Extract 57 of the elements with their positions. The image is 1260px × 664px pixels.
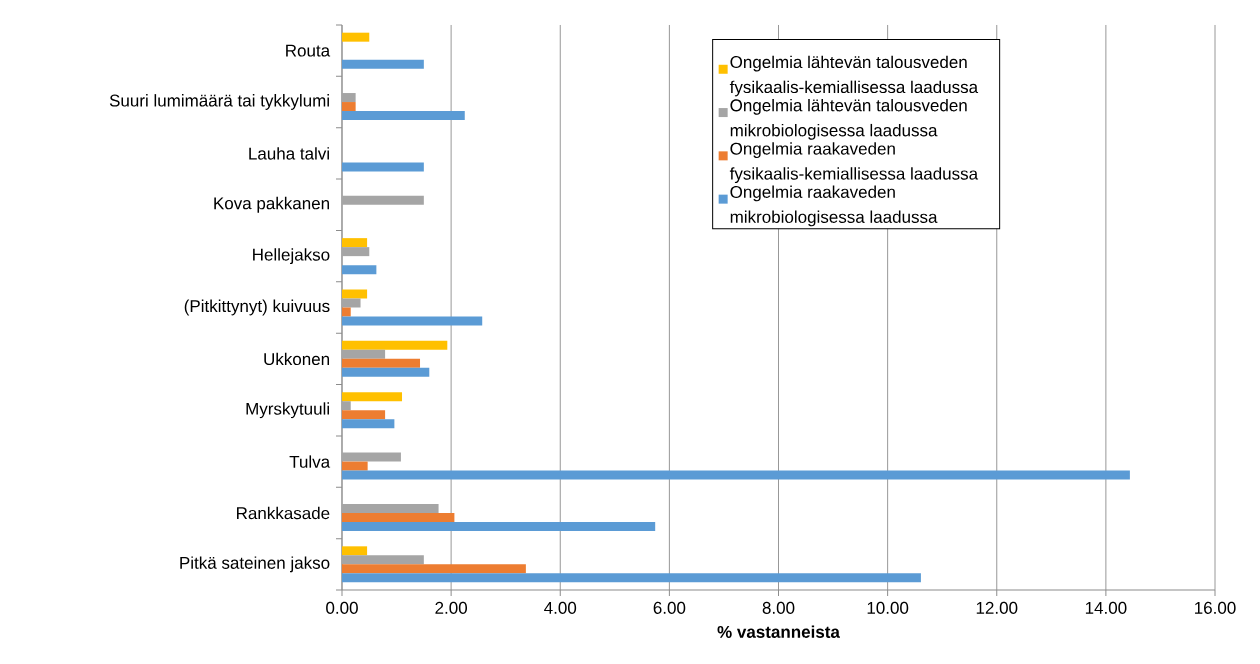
- bar: [342, 419, 395, 429]
- bar: [342, 162, 424, 172]
- bar: [342, 247, 370, 257]
- bar: [342, 238, 368, 248]
- bar: [342, 195, 424, 205]
- bar: [342, 461, 368, 471]
- x-tick-label: 16.00: [1195, 601, 1236, 614]
- bar: [342, 289, 368, 299]
- y-tick-label: Myrskytuuli: [246, 402, 329, 419]
- bar: [342, 521, 656, 531]
- x-tick-label: 4.00: [544, 601, 577, 614]
- y-tick-label: (Pitkittynyt) kuivuus: [184, 299, 330, 316]
- legend-label: Ongelmia raakaveden mikrobiologisessa laadussa: [730, 185, 938, 227]
- legend-label: Ongelmia raakaveden fysikaalis-kemiallisessa laadussa: [729, 142, 979, 184]
- bar: [342, 265, 377, 275]
- bar: [342, 59, 424, 69]
- bar: [342, 93, 356, 103]
- y-tick-label: Ukkonen: [264, 352, 330, 366]
- bar: [342, 401, 351, 411]
- bar: [342, 111, 465, 121]
- bar: [342, 367, 430, 377]
- x-tick-label: 12.00: [976, 601, 1018, 614]
- y-tick-label: Tulva: [289, 455, 331, 468]
- bar: [342, 340, 448, 350]
- y-tick-label: Suuri lumimäärä tai tykkylumi: [109, 94, 329, 110]
- y-tick-label: Routa: [286, 44, 331, 57]
- y-tick-label: Rankkasade: [237, 506, 330, 520]
- bar: [342, 573, 921, 583]
- y-tick-label: Hellejakso: [253, 248, 330, 265]
- x-tick-label: 6.00: [653, 601, 686, 614]
- y-tick-label: Pitkä sateinen jakso: [180, 556, 330, 573]
- x-axis-title: % vastanneista: [717, 625, 841, 638]
- bar: [342, 503, 439, 513]
- bar: [342, 307, 351, 317]
- legend-label: Ongelmia lähtevän talousveden fysikaalis-kemiallisessa laadussa: [729, 55, 979, 97]
- bar: [342, 32, 370, 42]
- x-tick-label: 2.00: [435, 601, 468, 614]
- bar: [342, 452, 401, 462]
- bar: [342, 555, 424, 565]
- bar: [342, 410, 386, 420]
- bar: [342, 546, 368, 556]
- x-tick-label: 14.00: [1085, 601, 1127, 614]
- bar: [342, 392, 403, 402]
- bar: [342, 358, 421, 368]
- x-tick-label: 0.00: [326, 601, 358, 614]
- bar: [342, 470, 1130, 480]
- x-tick-label: 10.00: [867, 601, 909, 614]
- y-tick-label: Kova pakkanen: [214, 196, 329, 213]
- bar: [342, 316, 483, 326]
- bar: [342, 512, 455, 522]
- bar: [342, 349, 386, 359]
- bar: [342, 298, 361, 308]
- legend-label: Ongelmia lähtevän talousveden mikrobiologisessa laadussa: [730, 98, 967, 140]
- y-tick-label: Lauha talvi: [249, 147, 329, 160]
- bar: [342, 564, 526, 574]
- x-tick-label: 8.00: [762, 601, 795, 614]
- bar: [342, 102, 356, 112]
